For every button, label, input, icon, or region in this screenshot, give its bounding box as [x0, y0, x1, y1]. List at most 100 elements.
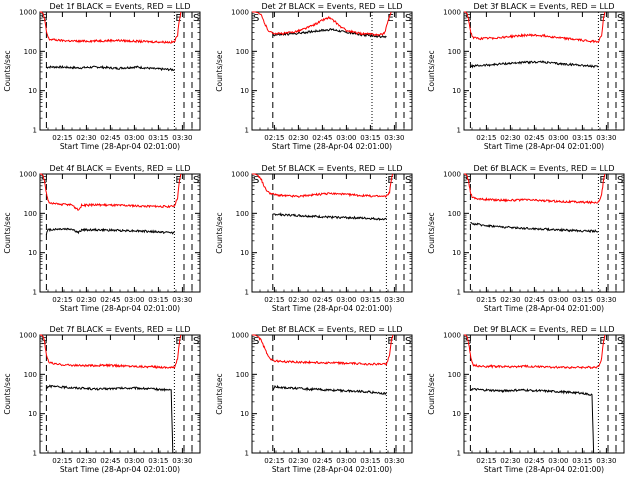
x-tick-label: 02:45 [524, 134, 544, 142]
chart-title: Det 3f BLACK = Events, RED = LLD [473, 2, 614, 11]
event-marker-label: E [387, 13, 393, 24]
y-tick-label: 1 [457, 127, 461, 135]
x-tick-label: 03:15 [360, 134, 380, 142]
x-tick-label: 02:15 [52, 296, 72, 304]
plot-frame [463, 334, 625, 454]
x-tick-label: 03:15 [360, 296, 380, 304]
x-tick-label: 03:30 [384, 296, 404, 304]
chart-panel-3: Det 3f BLACK = Events, RED = LLD 1 10 100 10… [427, 2, 625, 151]
plot-frame [39, 334, 201, 454]
x-tick-label: 02:30 [288, 134, 308, 142]
x-tick-label: 03:30 [384, 457, 404, 465]
y-tick-label: 100 [24, 210, 37, 218]
y-tick-label: 10 [240, 410, 249, 418]
events-series-line [272, 384, 387, 396]
event-marker-label: S [617, 13, 623, 24]
x-tick-label: 03:00 [336, 457, 356, 465]
plot-frame [39, 11, 201, 131]
y-tick-label: 10 [452, 87, 461, 95]
y-tick-label: 1 [245, 450, 249, 458]
x-tick-label: 02:30 [76, 296, 96, 304]
events-series-line [272, 28, 387, 39]
x-tick-label: 02:15 [264, 296, 284, 304]
x-axis-label: Start Time (28-Apr-04 02:01:00) [60, 304, 180, 313]
x-tick-label: 02:15 [476, 296, 496, 304]
x-tick-label: 02:30 [288, 296, 308, 304]
y-tick-label: 1000 [443, 171, 461, 179]
x-tick-label: 03:00 [548, 296, 568, 304]
x-tick-label: 03:30 [172, 296, 192, 304]
chart-panel-2: Det 2f BLACK = Events, RED = LLD 1 10 100 10… [215, 2, 413, 151]
x-tick-label: 03:15 [148, 134, 168, 142]
event-marker-label: E [387, 336, 393, 347]
lld-series-line [252, 11, 392, 37]
y-tick-label: 1000 [231, 171, 249, 179]
x-tick-label: 02:45 [312, 134, 332, 142]
y-axis-label: Counts/sec [215, 373, 224, 414]
chart-panel-5: Det 5f BLACK = Events, RED = LLD 1 10 100 10… [215, 164, 413, 313]
events-series-line [45, 384, 174, 454]
chart-title: Det 6f BLACK = Events, RED = LLD [473, 164, 614, 173]
event-marker-label: S [253, 175, 259, 186]
x-tick-label: 02:45 [524, 296, 544, 304]
plot-frame [251, 173, 413, 293]
x-tick-label: 03:30 [384, 134, 404, 142]
x-tick-label: 03:15 [148, 457, 168, 465]
y-tick-label: 100 [448, 48, 461, 56]
x-tick-label: 03:30 [596, 296, 616, 304]
events-series-line [46, 65, 175, 72]
event-marker-label: E [599, 175, 605, 186]
y-tick-label: 1000 [19, 9, 37, 17]
x-tick-label: 03:00 [124, 457, 144, 465]
x-tick-label: 03:15 [572, 457, 592, 465]
event-marker-label: S [193, 13, 199, 24]
x-tick-label: 02:15 [52, 134, 72, 142]
y-tick-label: 100 [236, 48, 249, 56]
y-tick-label: 1000 [19, 332, 37, 340]
plot-frame [463, 173, 625, 293]
y-tick-label: 10 [28, 249, 37, 257]
y-tick-label: 1000 [443, 332, 461, 340]
y-tick-label: 10 [28, 410, 37, 418]
x-tick-label: 02:30 [76, 457, 96, 465]
y-axis-label: Counts/sec [427, 212, 436, 253]
y-axis-label: Counts/sec [427, 373, 436, 414]
event-marker-label: S [617, 175, 623, 186]
x-tick-label: 02:30 [500, 296, 520, 304]
events-series-line [469, 60, 599, 69]
event-marker-label: E [175, 13, 181, 24]
lld-series-line [464, 11, 606, 44]
lld-series-line [464, 334, 606, 370]
x-tick-label: 03:15 [572, 296, 592, 304]
y-tick-label: 1 [245, 127, 249, 135]
x-tick-label: 02:15 [476, 134, 496, 142]
y-tick-label: 1 [457, 289, 461, 297]
chart-title: Det 8f BLACK = Events, RED = LLD [261, 325, 402, 334]
x-tick-label: 03:00 [124, 134, 144, 142]
y-axis-label: Counts/sec [3, 373, 12, 414]
chart-title: Det 7f BLACK = Events, RED = LLD [49, 325, 190, 334]
x-tick-label: 03:00 [336, 296, 356, 304]
x-tick-label: 02:45 [100, 457, 120, 465]
x-tick-label: 03:30 [596, 457, 616, 465]
y-axis-label: Counts/sec [427, 50, 436, 91]
y-axis-label: Counts/sec [215, 212, 224, 253]
x-tick-label: 03:30 [172, 134, 192, 142]
lld-series-line [40, 173, 182, 211]
chart-title: Det 5f BLACK = Events, RED = LLD [261, 164, 402, 173]
y-tick-label: 1 [245, 289, 249, 297]
plot-frame [463, 11, 625, 131]
x-axis-label: Start Time (28-Apr-04 02:01:00) [272, 304, 392, 313]
x-tick-label: 02:45 [100, 296, 120, 304]
x-tick-label: 03:15 [148, 296, 168, 304]
y-tick-label: 1 [33, 289, 37, 297]
event-marker-label: S [617, 336, 623, 347]
y-tick-label: 1000 [443, 9, 461, 17]
chart-title: Det 1f BLACK = Events, RED = LLD [49, 2, 190, 11]
x-tick-label: 03:00 [124, 296, 144, 304]
x-axis-label: Start Time (28-Apr-04 02:01:00) [484, 142, 604, 151]
chart-panel-4: Det 4f BLACK = Events, RED = LLD 1 10 100 10… [3, 164, 201, 313]
y-tick-label: 1 [33, 450, 37, 458]
event-marker-label: E [175, 175, 181, 186]
